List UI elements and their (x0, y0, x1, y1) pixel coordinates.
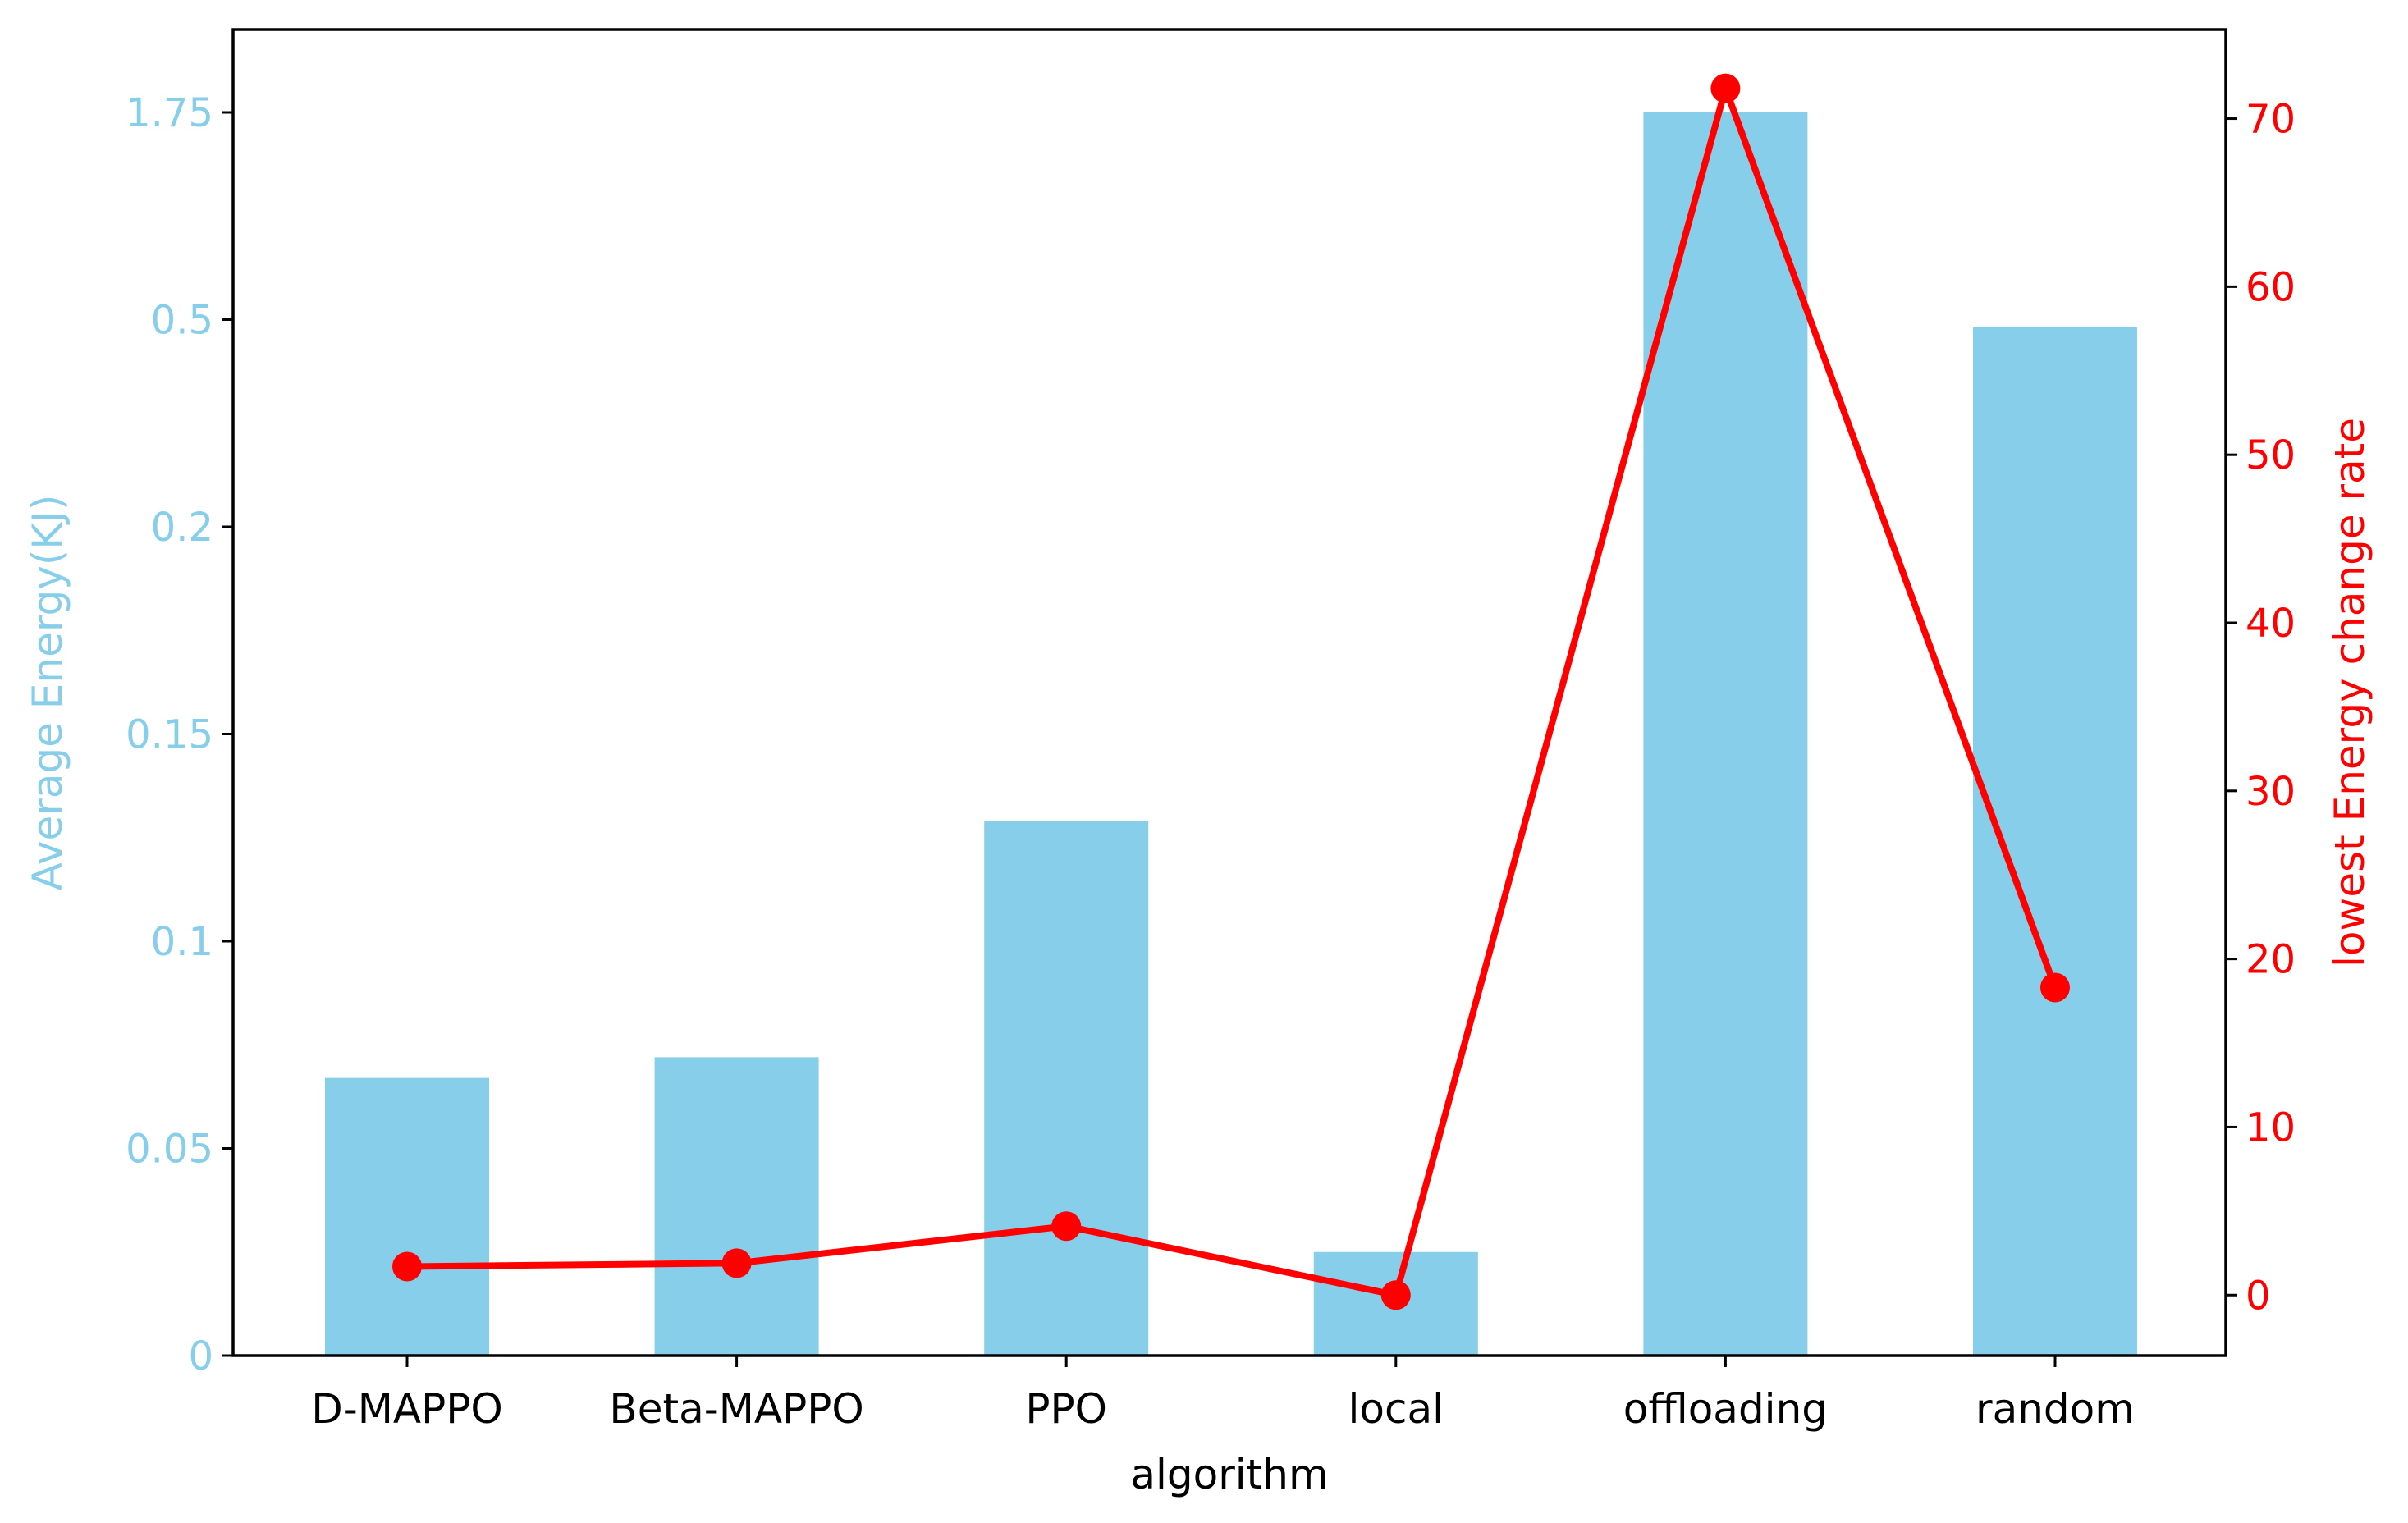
right-tick-label: 60 (2245, 264, 2296, 310)
bar-d-mappo (325, 1077, 489, 1356)
x-tick-label: local (1348, 1385, 1444, 1433)
right-tick-label: 20 (2245, 937, 2296, 983)
bar-offloading (1643, 112, 1808, 1356)
right-tick-label: 40 (2245, 601, 2296, 647)
right-axis-ticks: 0 10 20 30 40 50 60 70 (2226, 97, 2296, 1319)
right-tick-label: 10 (2245, 1105, 2296, 1150)
left-tick-label: 0.15 (126, 712, 213, 758)
line-point-local (1380, 1280, 1411, 1310)
x-tick-label: PPO (1025, 1385, 1107, 1433)
left-tick-label: 0.2 (151, 505, 213, 551)
left-axis-ticks: 0 0.05 0.1 0.15 0.2 0.5 1.75 (126, 90, 233, 1379)
bar-series (325, 112, 2137, 1356)
bar-random (1973, 326, 2137, 1356)
x-axis-ticks: D-MAPPO Beta-MAPPO PPO local offloading rando… (311, 1356, 2135, 1433)
left-tick-label: 1.75 (126, 90, 213, 136)
left-axis-label: Average Energy(KJ) (24, 495, 71, 891)
left-tick-label: 0.5 (151, 298, 213, 344)
line-point-beta-mappo (721, 1248, 752, 1278)
right-tick-label: 70 (2245, 97, 2296, 143)
line-series (392, 73, 2070, 1310)
left-tick-label: 0 (188, 1333, 213, 1379)
right-tick-label: 50 (2245, 432, 2296, 478)
x-axis-label: algorithm (1130, 1451, 1328, 1498)
x-tick-label: offloading (1623, 1385, 1828, 1433)
line-point-random (2040, 972, 2070, 1003)
right-axis-label: lowest Energy change rate (2326, 418, 2374, 967)
line-point-d-mappo (392, 1251, 422, 1282)
line-path (406, 85, 2058, 1299)
bar-ppo (984, 821, 1149, 1356)
line-point-offloading (1710, 73, 1741, 103)
left-tick-label: 0.1 (151, 919, 213, 965)
right-tick-label: 0 (2245, 1273, 2271, 1319)
bar-beta-mappo (654, 1057, 819, 1356)
plot-frame (231, 28, 2227, 1357)
line-point-ppo (1051, 1211, 1082, 1242)
right-tick-label: 30 (2245, 769, 2296, 815)
x-tick-label: Beta-MAPPO (609, 1385, 863, 1433)
x-tick-label: D-MAPPO (311, 1385, 503, 1433)
left-tick-label: 0.05 (126, 1127, 213, 1173)
x-tick-label: random (1975, 1385, 2135, 1433)
